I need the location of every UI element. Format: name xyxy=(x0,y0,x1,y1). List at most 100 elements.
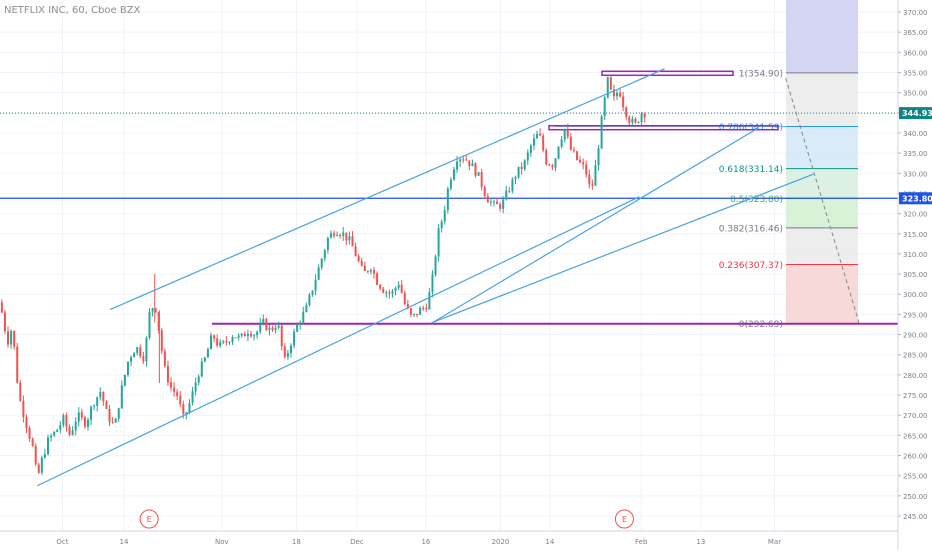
candle-up xyxy=(308,292,311,307)
candle-up xyxy=(231,335,234,345)
candle-up xyxy=(557,146,560,160)
candle-up xyxy=(529,143,532,158)
candle-down xyxy=(366,270,369,274)
trendlines[interactable] xyxy=(37,68,860,487)
candle-body xyxy=(246,333,249,337)
projection-line[interactable] xyxy=(785,77,860,324)
price-axis[interactable]: 370.00365.00360.00355.00350.00345.00340.… xyxy=(897,0,932,550)
candle-body xyxy=(579,159,582,163)
candle-up xyxy=(117,408,120,422)
price-tick-label: 270.00 xyxy=(903,412,928,420)
candle-body xyxy=(443,210,446,222)
candle-body xyxy=(560,139,563,147)
candle-down xyxy=(234,337,237,339)
candle-down xyxy=(7,326,10,348)
candle-body xyxy=(471,163,474,167)
last-price-badge[interactable] xyxy=(899,107,932,120)
candle-up xyxy=(210,332,213,350)
candle-body xyxy=(0,302,3,313)
grid xyxy=(0,0,898,531)
candle-body xyxy=(111,422,114,424)
price-tick-label: 260.00 xyxy=(903,453,928,461)
candle-body xyxy=(326,237,329,251)
marked-level-badge[interactable] xyxy=(899,192,932,205)
candle-body xyxy=(237,335,240,338)
candle-body xyxy=(210,335,213,350)
resistance-box[interactable] xyxy=(548,124,779,131)
candle-body xyxy=(397,284,400,288)
time-axis[interactable]: Oct 14 Nov 18 Dec 16 2020 14 Feb 13 Mar xyxy=(0,530,898,546)
candle-body xyxy=(376,273,379,285)
candle-body xyxy=(486,196,489,203)
candle-up xyxy=(219,338,222,348)
candle-up xyxy=(203,356,206,363)
earnings-marker-label: E xyxy=(622,515,627,524)
candle-up xyxy=(523,159,526,172)
candle-body xyxy=(612,89,615,97)
trendline-channel-lower[interactable] xyxy=(37,196,640,487)
candle-body xyxy=(492,201,495,203)
candle-down xyxy=(160,328,163,355)
candle-down xyxy=(363,261,366,272)
candle-body xyxy=(456,161,459,170)
candle-body xyxy=(631,118,634,123)
candle-up xyxy=(256,330,259,339)
candle-up xyxy=(222,340,225,345)
candle-body xyxy=(336,234,339,236)
candle-down xyxy=(80,408,83,421)
candle-body xyxy=(108,408,111,423)
price-tick-label: 265.00 xyxy=(903,432,928,440)
candle-body xyxy=(400,284,403,293)
candle-body xyxy=(74,421,77,431)
candle-down xyxy=(280,324,283,351)
candle-down xyxy=(486,193,489,203)
candle-body xyxy=(339,234,342,236)
fibonacci-retracement[interactable]: 1(354.90) 0.786(341.59) 0.618(331.14) 0.5(3… xyxy=(555,0,858,330)
candle-body xyxy=(317,267,320,280)
trendline-channel-upper[interactable] xyxy=(109,68,665,311)
candle-up xyxy=(93,403,96,411)
candle-up xyxy=(123,374,126,387)
earnings-marker-circle[interactable] xyxy=(139,509,159,529)
candle-up xyxy=(200,357,203,378)
candle-body xyxy=(622,96,625,108)
time-tick-label: 14 xyxy=(545,538,554,546)
candle-down xyxy=(465,154,468,161)
candle-down xyxy=(643,112,646,123)
candle-body xyxy=(286,353,289,357)
time-tick-label: Mar xyxy=(768,538,781,546)
candle-body xyxy=(296,324,299,332)
candle-body xyxy=(145,338,148,362)
candle-down xyxy=(628,115,631,126)
candle-body xyxy=(323,250,326,259)
candle-up xyxy=(274,322,277,334)
candle-up xyxy=(428,287,431,310)
candle-down xyxy=(474,162,477,178)
trendline-inner-support[interactable] xyxy=(431,127,759,324)
candle-body xyxy=(440,221,443,229)
price-tick-label: 370.00 xyxy=(903,9,928,17)
candle-down xyxy=(37,462,40,474)
candle-body xyxy=(265,319,268,330)
candle-up xyxy=(296,322,299,333)
candle-down xyxy=(496,197,499,205)
horizontal-levels[interactable] xyxy=(0,70,898,325)
earnings-marker[interactable]: E xyxy=(139,509,159,529)
trendline-outer-support[interactable] xyxy=(431,173,814,324)
candle-body xyxy=(126,361,129,375)
candle-up xyxy=(434,254,437,277)
candle-body xyxy=(22,400,25,418)
candle-body xyxy=(157,312,160,331)
resistance-box[interactable] xyxy=(601,70,734,77)
earnings-marker[interactable]: E xyxy=(614,509,634,529)
candle-body xyxy=(357,256,360,261)
fib-zone xyxy=(786,126,858,169)
candle-down xyxy=(422,305,425,312)
candle-up xyxy=(615,89,618,101)
candle-body xyxy=(446,188,449,211)
earnings-marker-circle[interactable] xyxy=(614,509,634,529)
candle-down xyxy=(508,187,511,193)
